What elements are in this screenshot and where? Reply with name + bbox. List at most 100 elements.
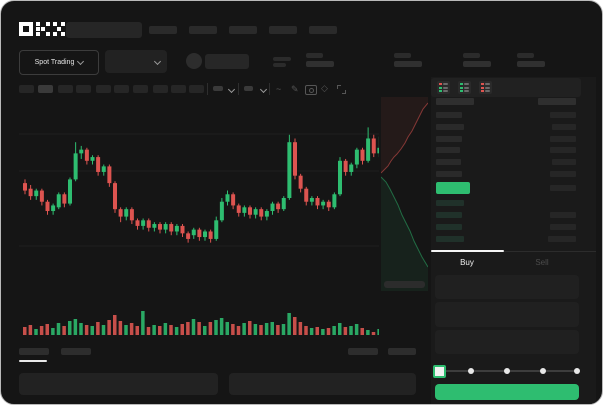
amount-cell <box>552 124 576 130</box>
amount-cell <box>550 147 576 153</box>
candle <box>321 201 326 206</box>
candle <box>124 209 129 217</box>
candle <box>304 188 309 202</box>
interval-selector[interactable] <box>213 86 223 91</box>
price-cell <box>436 159 461 165</box>
book-asks-icon[interactable] <box>479 81 492 94</box>
pair-coin-icon <box>186 53 202 69</box>
amount-slider-handle[interactable] <box>433 365 446 378</box>
candle <box>163 224 168 230</box>
book-both-icon[interactable] <box>437 81 450 94</box>
pair-name-placeholder[interactable] <box>205 54 249 69</box>
candle <box>264 211 269 217</box>
nav-item-3[interactable] <box>229 26 257 34</box>
book-bids-icon[interactable] <box>458 81 471 94</box>
candle <box>208 231 213 239</box>
toolbar-tool-6[interactable] <box>114 85 129 93</box>
candle <box>371 138 376 154</box>
chevron-down-icon <box>77 57 85 66</box>
slider-stop-75[interactable] <box>540 368 546 374</box>
candle <box>248 207 252 215</box>
total-input[interactable] <box>435 330 579 354</box>
toolbar-tool-7[interactable] <box>133 85 148 93</box>
toolbar-tool-1[interactable] <box>19 85 34 93</box>
candlestick-chart[interactable] <box>19 99 379 291</box>
nav-item-1[interactable] <box>149 26 177 34</box>
nav-item-5[interactable] <box>309 26 337 34</box>
candle <box>101 166 106 172</box>
candle <box>56 194 61 208</box>
bottom-tab-open-orders[interactable] <box>19 348 49 355</box>
amount-cell <box>550 185 576 191</box>
chevron-down-icon[interactable] <box>259 85 268 94</box>
slider-stop-25[interactable] <box>468 368 474 374</box>
candle <box>276 203 281 210</box>
settings-icon[interactable]: ◇ <box>321 83 328 93</box>
toolbar-tool-2[interactable] <box>38 85 53 93</box>
buy-submit-button[interactable] <box>435 384 579 400</box>
candle <box>287 142 292 198</box>
price-cell <box>436 182 470 194</box>
toolbar-tool-9[interactable] <box>171 85 186 93</box>
nav-item-4[interactable] <box>269 26 297 34</box>
candle <box>231 194 236 206</box>
slider-stop-50[interactable] <box>504 368 510 374</box>
pair-selector-dropdown[interactable] <box>105 50 167 73</box>
trade-tabs-divider <box>431 251 596 252</box>
candle <box>203 231 207 238</box>
candle <box>174 225 179 232</box>
candle <box>113 183 117 210</box>
slider-stop-100[interactable] <box>574 368 580 374</box>
chart-scale-button[interactable] <box>384 281 425 288</box>
candle <box>39 190 44 202</box>
candle <box>270 203 275 212</box>
candle-style-selector[interactable] <box>244 86 253 91</box>
toolbar-divider <box>207 83 208 95</box>
indicator-wave-icon[interactable]: ~ <box>276 84 282 94</box>
okx-logo[interactable] <box>19 22 65 37</box>
candle <box>169 224 174 232</box>
tab-buy[interactable]: Buy <box>460 258 474 267</box>
candle <box>354 149 359 165</box>
search-input[interactable] <box>66 22 142 38</box>
amount-cell <box>550 136 576 142</box>
depth-chart-overlay <box>381 97 428 291</box>
bottom-tab-history[interactable] <box>61 348 91 355</box>
toolbar-tool-10[interactable] <box>189 85 204 93</box>
candle <box>259 209 264 217</box>
toolbar-tool-3[interactable] <box>58 85 73 93</box>
ticker-stat-value-4 <box>517 61 545 67</box>
amount-cell <box>548 236 576 242</box>
toolbar-tool-4[interactable] <box>76 85 91 93</box>
bottom-action-1[interactable] <box>348 348 378 355</box>
price-cell <box>436 147 460 153</box>
fullscreen-icon[interactable] <box>337 85 346 94</box>
ticker-stat-value-1 <box>306 61 334 67</box>
candle <box>338 160 342 195</box>
tab-sell[interactable]: Sell <box>535 258 549 267</box>
bottom-action-2[interactable] <box>388 348 416 355</box>
candle <box>253 209 258 215</box>
amount-cell <box>550 112 576 118</box>
toolbar-divider <box>238 83 239 95</box>
active-tab-indicator <box>431 250 504 252</box>
market-type-dropdown[interactable]: Spot Trading <box>19 50 99 75</box>
price-input[interactable] <box>435 275 579 299</box>
candle <box>315 198 320 206</box>
toolbar-divider <box>269 83 270 95</box>
candle <box>107 166 112 184</box>
draw-pencil-icon[interactable]: ✎ <box>291 84 299 94</box>
price-cell <box>436 236 464 242</box>
nav-item-2[interactable] <box>189 26 217 34</box>
candle <box>141 220 146 226</box>
amount-cell <box>550 171 576 177</box>
candle <box>90 157 95 161</box>
chevron-down-icon[interactable] <box>227 85 236 94</box>
candle <box>191 229 196 236</box>
price-cell <box>436 124 464 130</box>
screenshot-camera-icon[interactable] <box>305 85 317 95</box>
toolbar-tool-8[interactable] <box>153 85 168 93</box>
toolbar-tool-5[interactable] <box>96 85 111 93</box>
amount-input[interactable] <box>435 302 579 327</box>
candle <box>146 220 151 228</box>
